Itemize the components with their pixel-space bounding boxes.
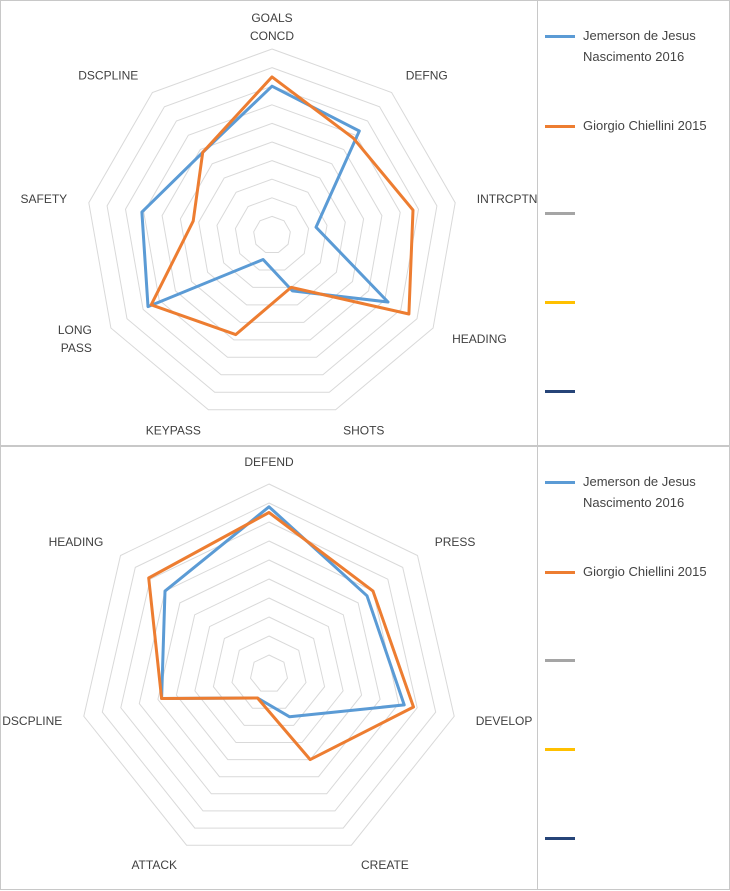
legend-label-line: Jemerson de Jesus [583, 474, 696, 489]
legend-swatch [545, 125, 575, 128]
legend-bottom: Jemerson de Jesus Nascimento 2016 Giorgi… [539, 447, 729, 889]
axis-label: GOALS [251, 11, 292, 25]
legend-swatch [545, 571, 575, 574]
legend-swatch [545, 481, 575, 484]
grid-ring [106, 67, 438, 393]
grid-ring [253, 215, 291, 253]
axis-label: CONCD [250, 29, 294, 43]
grid-ring [138, 540, 400, 795]
grid-ring [194, 597, 344, 743]
grid-ring [101, 502, 437, 829]
legend-swatch [545, 35, 575, 38]
series-line [147, 511, 415, 762]
axis-label: DEFEND [244, 455, 294, 469]
legend-label-line: Giorgio Chiellini 2015 [583, 564, 707, 579]
axis-label: DSCPLINE [2, 714, 62, 728]
grid-ring [249, 654, 289, 692]
series-line [140, 84, 390, 309]
grid-ring [88, 48, 456, 411]
axis-label: LONG [58, 323, 92, 337]
legend-swatch [545, 301, 575, 304]
legend-swatch [545, 390, 575, 393]
axis-label: CREATE [361, 858, 409, 872]
radar-panel-bottom: DEFEND PRESS DEVELOP CREATE ATTACK DSCPLINE HE… [0, 446, 730, 890]
axis-label: KEYPASS [146, 424, 201, 438]
axis-label: SHOTS [343, 424, 384, 438]
radar-panel-top: GOALS CONCD DEFNG INTRCPTN HEADING SHOTS KEYPA… [0, 0, 730, 446]
axis-label: ATTACK [131, 858, 177, 872]
grid-ring [120, 521, 418, 812]
grid-ring [231, 635, 307, 709]
grid-ring [157, 559, 381, 778]
legend-label: Jemerson de Jesus Nascimento 2016 [583, 25, 730, 67]
axis-label: DSCPLINE [78, 69, 138, 83]
axis-label: PASS [61, 341, 92, 355]
grid-ring [83, 483, 455, 846]
grid-ring [234, 197, 310, 271]
radar-chart-bottom: DEFEND PRESS DEVELOP CREATE ATTACK DSCPLINE HE… [2, 455, 533, 872]
axis-label: PRESS [435, 535, 476, 549]
axis-label: DEFNG [406, 69, 448, 83]
radar-chart-top: GOALS CONCD DEFNG INTRCPTN HEADING SHOTS KEYPA… [21, 11, 538, 438]
legend-label-line: Nascimento 2016 [583, 495, 685, 510]
series-line [160, 505, 406, 719]
legend-label: Giorgio Chiellini 2015 [583, 115, 730, 136]
legend-label: Jemerson de Jesus Nascimento 2016 [583, 471, 730, 513]
axis-label: DEVELOP [476, 714, 533, 728]
radar-plot-area-bottom: DEFEND PRESS DEVELOP CREATE ATTACK DSCPLINE HE… [1, 447, 538, 889]
series-line [149, 75, 415, 337]
grid-ring [161, 122, 383, 341]
legend-swatch [545, 837, 575, 840]
grid-ring [175, 578, 363, 761]
legend-label-line: Nascimento 2016 [583, 49, 685, 64]
axis-label: HEADING [49, 535, 104, 549]
grid-ring [124, 85, 420, 376]
axis-label: SAFETY [21, 192, 68, 206]
legend-swatch [545, 212, 575, 215]
grid-ring [212, 616, 326, 726]
grid-ring [143, 104, 401, 358]
legend-swatch [545, 748, 575, 751]
axis-label: INTRCPTN [477, 192, 538, 206]
axis-label: HEADING [452, 332, 507, 346]
legend-label-line: Jemerson de Jesus [583, 28, 696, 43]
legend-label-line: Giorgio Chiellini 2015 [583, 118, 707, 133]
legend-top: Jemerson de Jesus Nascimento 2016 Giorgi… [539, 1, 729, 445]
radar-plot-area-top: GOALS CONCD DEFNG INTRCPTN HEADING SHOTS KEYPA… [1, 1, 538, 445]
grid-ring [216, 178, 328, 288]
legend-label: Giorgio Chiellini 2015 [583, 561, 730, 582]
legend-swatch [545, 659, 575, 662]
